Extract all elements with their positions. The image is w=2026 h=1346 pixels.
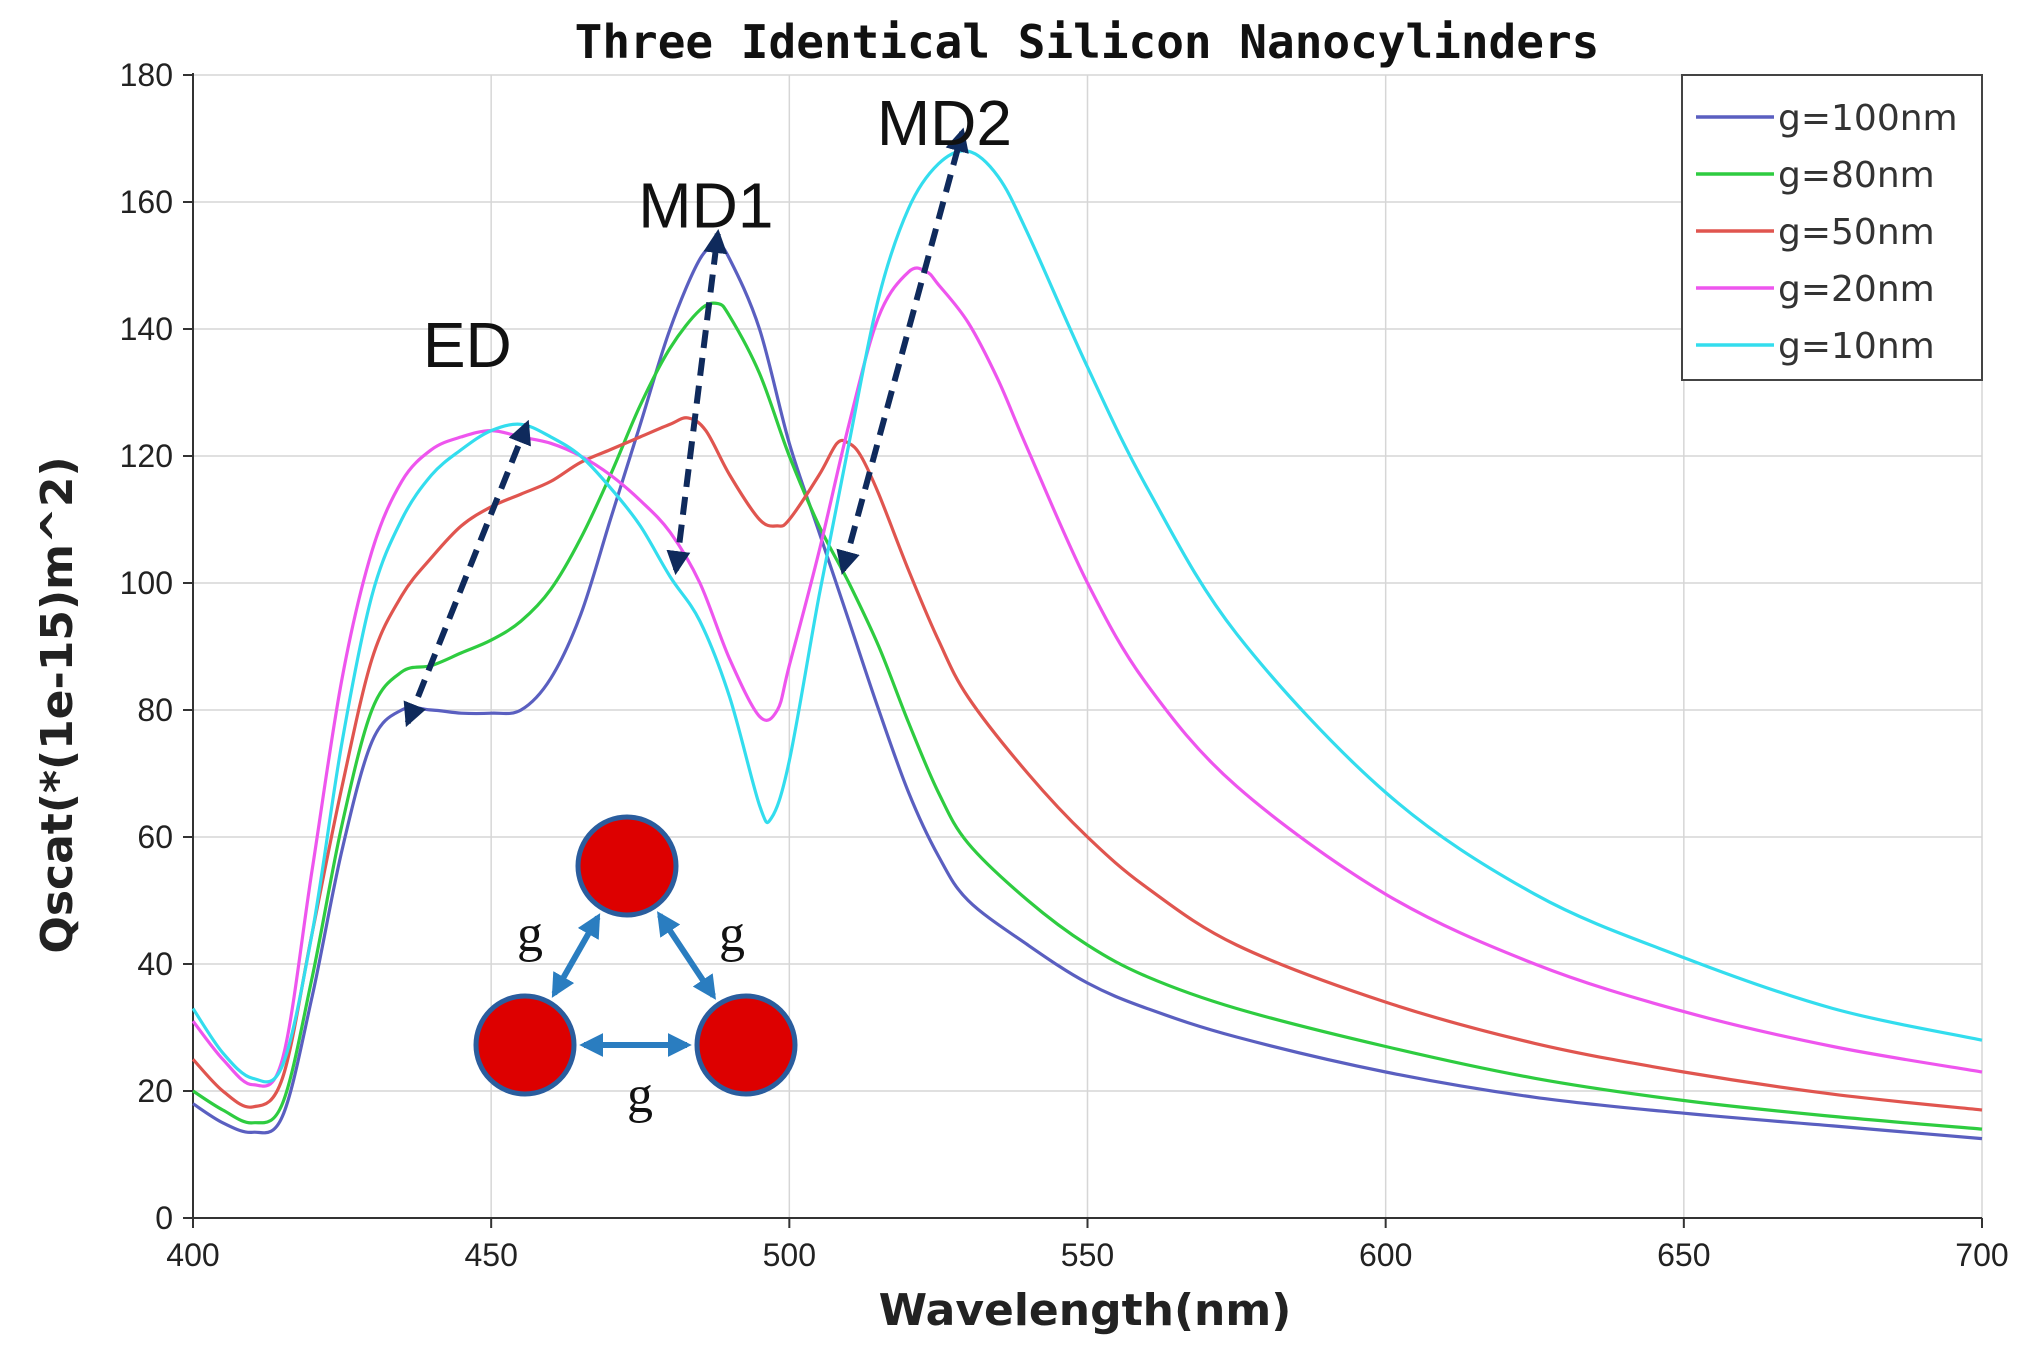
x-axis-label: Wavelength(nm) [879,1285,1292,1336]
peak-arrow [403,419,531,728]
x-tick-label: 600 [1359,1237,1412,1273]
legend-label: g=10nm [1778,326,1935,367]
y-tick-label: 0 [155,1200,173,1236]
annotation-ED: ED [423,309,512,381]
series-line-g=20nm [191,266,1983,1088]
series-line-g=80nm [192,301,1983,1131]
legend-label: g=80nm [1778,155,1935,196]
series-lines [191,149,1983,1141]
gap-arrow [657,911,716,1000]
axes: 0 20 40 60 80 100 120 140 160 180 400 450 500 550 600 6… [120,57,2009,1273]
annotation-MD1: MD1 [638,169,773,241]
x-tick-label: 700 [1955,1237,2008,1273]
y-tick-label: 60 [137,819,173,855]
peak-arrow [666,228,728,576]
gap-label-g: g [719,906,745,963]
peak-annotations: ED MD1 MD2 [403,87,1012,728]
y-tick-label: 20 [137,1073,173,1109]
y-tick-label: 120 [120,438,173,474]
chart-title: Three Identical Silicon Nanocylinders [575,15,1600,69]
x-tick-label: 650 [1657,1237,1710,1273]
legend-label: g=100nm [1778,98,1958,139]
nanocylinder-left [473,993,577,1097]
series-line-g=50nm [191,416,1983,1112]
x-tick-label: 500 [763,1237,816,1273]
annotation-MD2: MD2 [877,87,1012,159]
y-tick-label: 180 [120,57,173,93]
x-tick-label: 550 [1061,1237,1114,1273]
gap-label-g: g [517,906,543,963]
trimer-inset-diagram: g g g [473,814,798,1124]
y-axis-label: Qscat(*(1e-15)m^2) [32,456,83,953]
legend-label: g=50nm [1778,212,1935,253]
gap-arrow [551,913,601,998]
x-tick-label: 450 [464,1237,517,1273]
x-tick-label: 400 [166,1237,219,1273]
y-tick-label: 40 [137,946,173,982]
series-line-g=100nm [192,244,1983,1141]
y-tick-label: 100 [120,565,173,601]
y-tick-label: 80 [137,692,173,728]
nanocylinder-top [575,814,679,918]
peak-arrow [836,127,969,575]
y-tick-label: 140 [120,311,173,347]
gap-label-g: g [627,1067,653,1124]
series-line-g=10nm [191,149,1983,1084]
legend: g=100nm g=80nm g=50nm g=20nm g=10nm [1681,74,1983,381]
y-tick-label: 160 [120,184,173,220]
legend-label: g=20nm [1778,269,1935,310]
nanocylinder-right [694,993,798,1097]
legend-box [1681,74,1983,381]
